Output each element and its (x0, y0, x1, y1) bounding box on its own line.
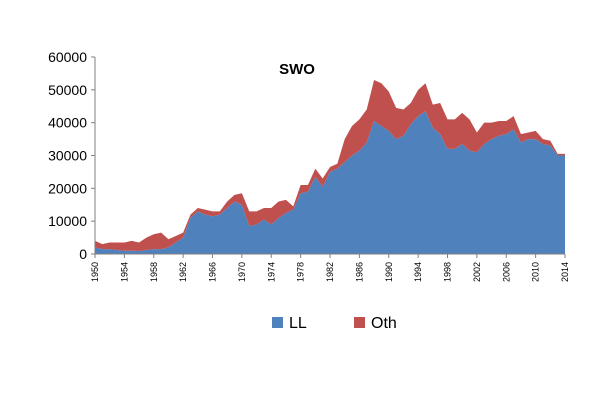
x-axis-ticks: 1950 1954 1958 1962 1966 1970 1974 1978 1982 1986… (90, 254, 570, 282)
y-tick-label: 50000 (48, 82, 87, 98)
x-tick-label: 1966 (208, 262, 218, 282)
x-tick-label: 2002 (472, 262, 482, 282)
x-tick-label: 1982 (325, 262, 335, 282)
area-series-ll (95, 111, 565, 255)
x-tick-label: 1958 (149, 262, 159, 282)
x-tick-label: 2006 (501, 262, 511, 282)
x-tick-label: 1974 (266, 262, 276, 282)
legend-label-ll: LL (289, 315, 307, 332)
x-tick-label: 1986 (354, 262, 364, 282)
x-tick-label: 1970 (237, 262, 247, 282)
y-axis-ticks: 0 10000 20000 30000 40000 50000 60000 (48, 49, 95, 262)
y-tick-label: 40000 (48, 115, 87, 131)
x-tick-label: 2010 (531, 262, 541, 282)
legend-label-oth: Oth (371, 315, 397, 332)
x-tick-label: 2014 (560, 262, 570, 282)
y-tick-label: 0 (79, 246, 87, 262)
plot-area (95, 79, 565, 255)
legend: LL Oth (272, 315, 397, 332)
y-tick-label: 10000 (48, 213, 87, 229)
x-tick-label: 1962 (178, 262, 188, 282)
x-tick-label: 1954 (119, 262, 129, 282)
chart-title: SWO (279, 61, 315, 78)
area-series-oth (95, 79, 565, 252)
legend-swatch-oth (354, 317, 365, 328)
legend-swatch-ll (272, 317, 283, 328)
x-tick-label: 1998 (443, 262, 453, 282)
y-tick-label: 30000 (48, 148, 87, 164)
x-tick-label: 1990 (384, 262, 394, 282)
x-tick-label: 1950 (90, 262, 100, 282)
x-tick-label: 1994 (413, 262, 423, 282)
x-tick-label: 1978 (296, 262, 306, 282)
y-tick-label: 20000 (48, 180, 87, 196)
y-tick-label: 60000 (48, 49, 87, 65)
